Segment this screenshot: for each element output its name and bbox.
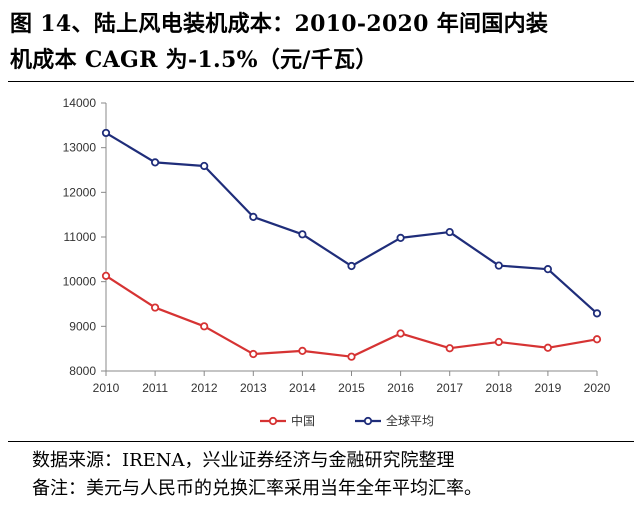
x-tick-label: 2013 xyxy=(240,381,267,395)
figure-title-line-2: 机成本 CAGR 为-1.5%（元/千瓦） xyxy=(10,47,378,73)
data-point xyxy=(445,344,454,353)
y-tick-label: 14000 xyxy=(63,96,97,110)
data-point xyxy=(592,335,602,344)
data-point xyxy=(151,303,160,312)
remark-note: 备注：美元与人民币的兑换汇率采用当年全年平均汇率。 xyxy=(32,478,482,499)
x-tick-label: 2014 xyxy=(289,381,316,395)
data-point xyxy=(543,265,553,274)
top-rule xyxy=(8,81,634,82)
y-tick-label: 8000 xyxy=(69,364,96,378)
data-point xyxy=(249,212,258,221)
y-axis: 8000 9000 10000 11000 12000 13000 14000 xyxy=(63,96,107,378)
series-line xyxy=(105,131,598,315)
y-tick-label: 10000 xyxy=(63,275,97,289)
x-tick-label: 2020 xyxy=(584,381,611,395)
x-tick-label: 2011 xyxy=(142,381,168,395)
data-point xyxy=(347,261,356,271)
x-tick-label: 2019 xyxy=(535,381,562,395)
data-point xyxy=(298,230,307,239)
legend-label: 中国 xyxy=(291,413,315,428)
data-point xyxy=(494,261,503,270)
legend-swatch-marker xyxy=(268,416,278,426)
data-point xyxy=(543,343,553,352)
legend-item-2: 全球平均 xyxy=(355,413,434,428)
legend-item-1: 中国 xyxy=(260,413,315,428)
data-point xyxy=(151,158,160,167)
legend-label: 全球平均 xyxy=(386,413,434,428)
legend: 中国 全球平均 xyxy=(260,413,434,428)
data-point xyxy=(494,337,503,347)
data-point xyxy=(101,128,111,138)
series-layer xyxy=(101,128,602,361)
y-tick-label: 12000 xyxy=(63,185,97,199)
x-tick-label: 2010 xyxy=(93,381,120,395)
y-tick-label: 13000 xyxy=(63,141,97,155)
y-tick-label: 9000 xyxy=(69,319,96,333)
figure-title: 图 14、陆上风电装机成本：2010-2020 年间国内装 机成本 CAGR 为… xyxy=(10,6,635,78)
x-tick-label: 2016 xyxy=(387,381,414,395)
x-tick-label: 2018 xyxy=(485,381,512,395)
bottom-rule xyxy=(8,441,634,442)
figure-title-line-1: 图 14、陆上风电装机成本：2010-2020 年间国内装 xyxy=(10,11,549,37)
series-1 xyxy=(101,271,602,361)
data-point xyxy=(101,271,111,280)
x-tick-label: 2017 xyxy=(436,381,463,395)
data-point xyxy=(396,329,405,338)
y-tick-label: 11000 xyxy=(64,230,97,244)
series-line xyxy=(105,274,598,358)
x-axis: 2010 2011 2012 2013 2014 2015 2016 2017 2018 2019… xyxy=(93,370,611,395)
legend-swatch-marker xyxy=(363,416,373,426)
source-note: 数据来源：IRENA，兴业证券经济与金融研究院整理 xyxy=(32,450,455,471)
series-2 xyxy=(101,128,602,318)
data-point xyxy=(249,349,258,359)
data-point xyxy=(592,309,602,318)
x-tick-label: 2015 xyxy=(338,381,365,395)
data-point xyxy=(200,322,209,331)
x-tick-label: 2012 xyxy=(191,381,218,395)
data-point xyxy=(200,161,209,171)
data-point xyxy=(445,227,454,237)
data-point xyxy=(298,346,307,355)
data-point xyxy=(347,352,356,361)
data-point xyxy=(396,233,405,242)
